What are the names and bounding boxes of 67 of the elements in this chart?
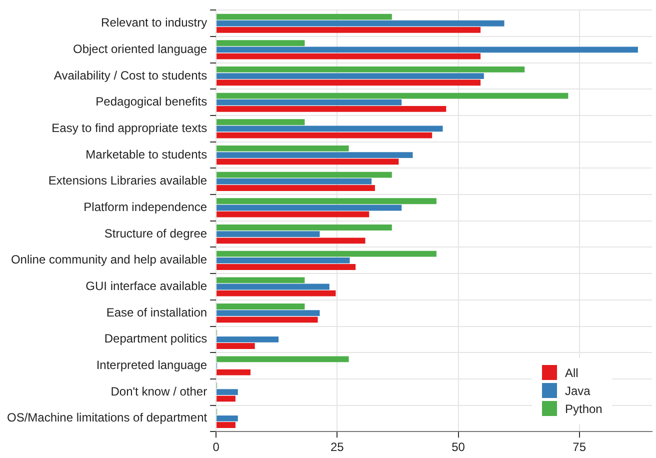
bar [216,185,375,191]
bar [216,46,638,53]
y-tick-label: OS/Machine limitations of department [7,410,208,425]
y-tick-label: Ease of installation [106,305,208,320]
bar [216,389,238,396]
y-tick-label: Platform independence [84,200,208,214]
legend-label: Java [565,384,590,398]
x-tick-label: 0 [212,440,220,454]
y-tick-label: Extensions Libraries available [48,174,208,188]
bar [216,53,481,60]
y-tick-label: Pedagogical benefits [96,94,208,109]
y-tick-label: Relevant to industry [101,16,208,30]
legend-label: All [565,366,578,380]
x-tick-label: 25 [330,440,344,454]
bar [216,250,436,257]
y-tick-label: Structure of degree [104,226,208,240]
bar [216,14,392,20]
y-tick-label: Easy to find appropriate texts [52,121,208,136]
bar [216,304,305,310]
bar [216,178,372,184]
y-tick-label: Marketable to students [86,147,208,162]
bar [216,204,402,211]
bar [216,422,236,428]
bar [216,415,238,422]
bar [216,66,525,72]
legend-label: Python [565,402,602,416]
bar [216,158,399,165]
bar [216,146,349,152]
y-tick-label: Interpreted language [96,358,208,372]
bar [216,132,432,138]
bar [216,80,481,86]
bar [216,264,356,270]
y-tick-label: Availability / Cost to students [54,68,208,82]
bar [216,316,318,323]
bar [216,310,320,316]
bar [216,152,413,158]
y-tick-label: Object oriented language [72,42,208,56]
bar [216,336,279,342]
bar [216,257,350,264]
bar [216,119,305,126]
bar [216,231,320,238]
bar [216,99,402,106]
x-tick-label: 75 [572,440,586,454]
y-tick-label: Department politics [104,332,208,346]
bar [216,198,436,204]
bar [216,356,349,362]
bar [216,40,305,46]
bar [216,92,568,99]
bar [216,224,392,230]
bar [216,211,370,218]
bar [216,106,446,112]
bar [216,277,305,284]
bar [216,369,250,376]
bar [216,172,392,178]
bar [216,396,236,402]
y-tick-label: Don't know / other [110,384,208,398]
bar [216,238,366,244]
bar [216,284,330,290]
bar [216,73,484,80]
bar [216,343,255,349]
bar [216,20,504,26]
bar [216,126,443,132]
bar [216,290,336,296]
bar [216,26,481,33]
y-tick-label: GUI interface available [86,279,208,294]
x-tick-label: 50 [452,440,466,454]
y-tick-label: Online community and help available [10,252,208,267]
